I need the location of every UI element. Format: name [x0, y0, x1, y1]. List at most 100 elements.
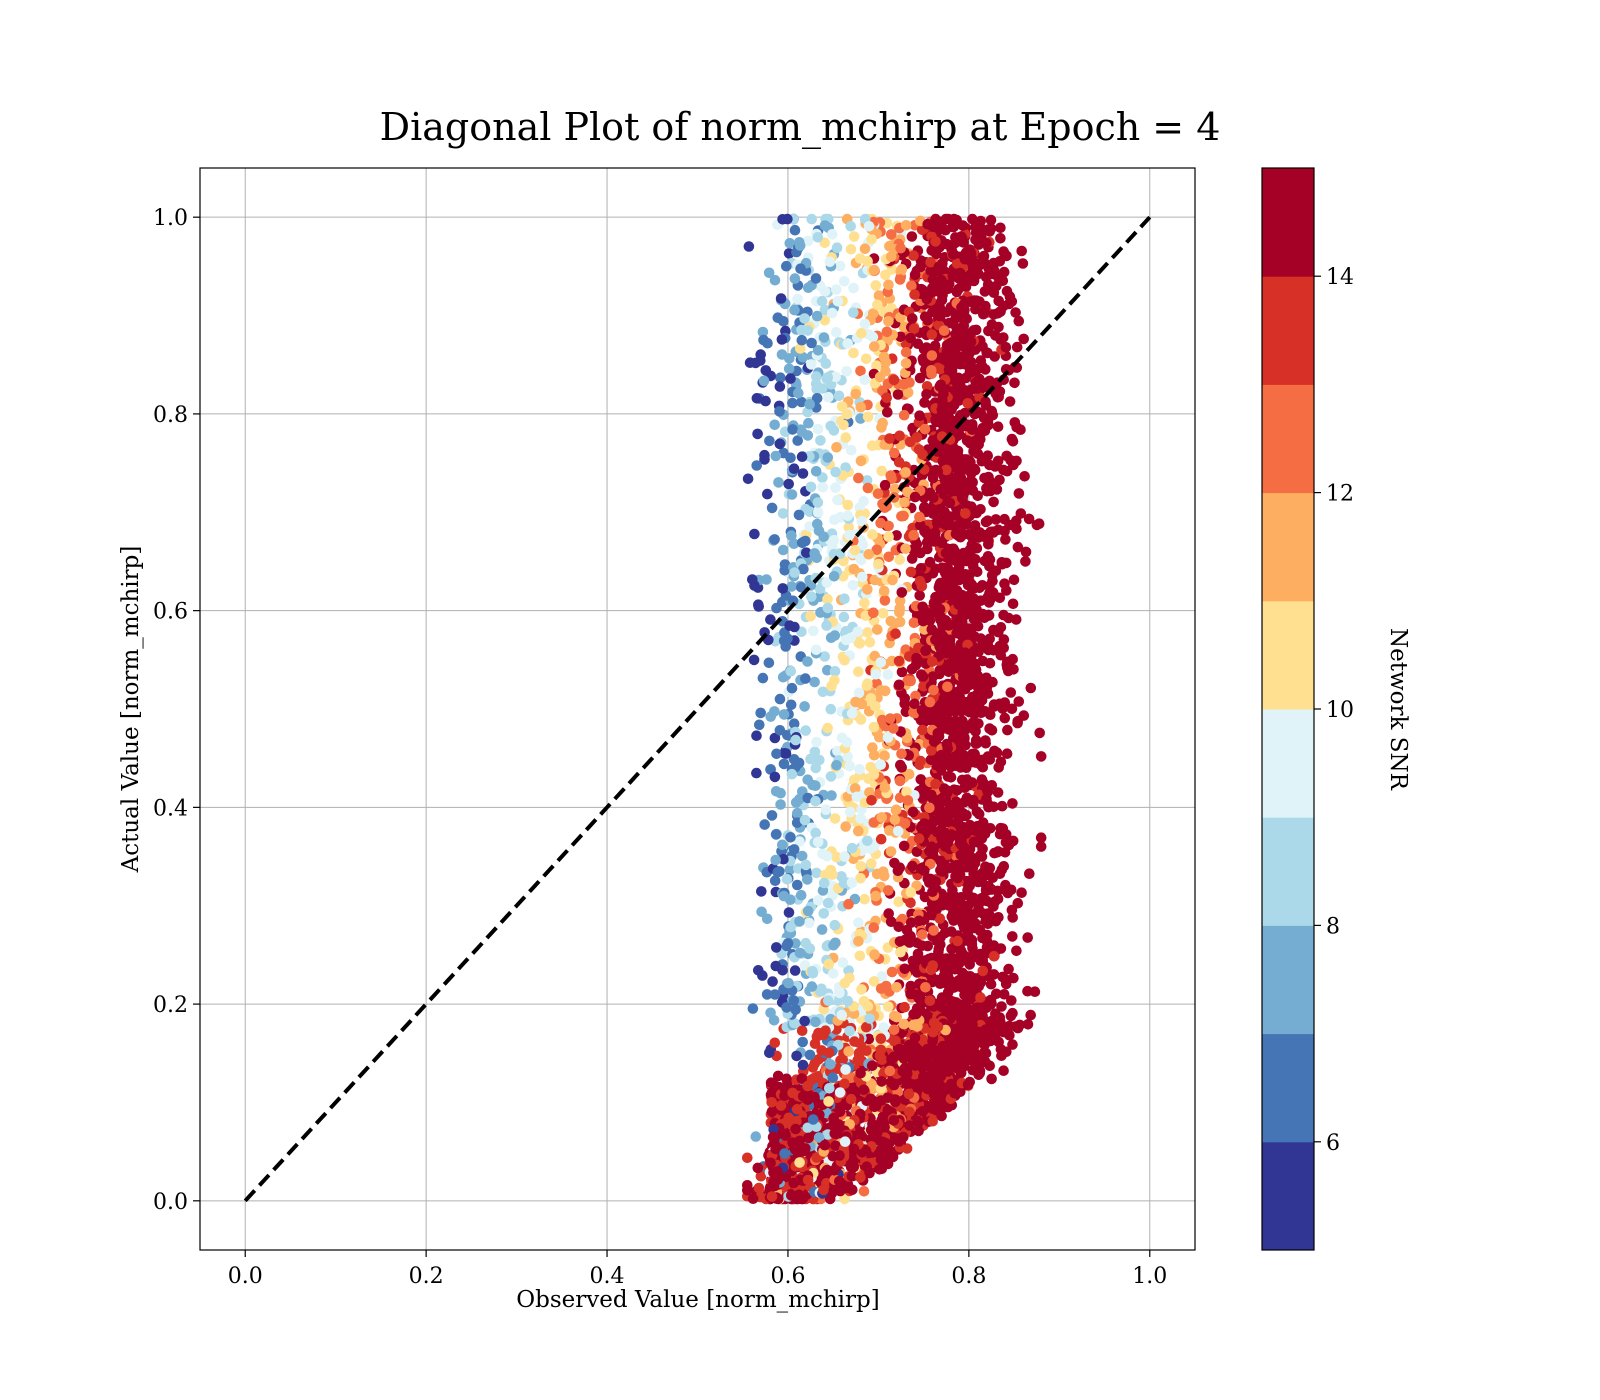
scatter-point: [868, 264, 880, 276]
scatter-point: [954, 869, 966, 880]
scatter-point: [899, 818, 911, 829]
scatter-point: [1010, 307, 1021, 318]
scatter-point: [880, 357, 892, 368]
scatter-point: [941, 238, 953, 250]
scatter-point: [781, 873, 793, 885]
scatter-point: [844, 760, 855, 772]
scatter-point: [950, 796, 962, 808]
scatter-point: [910, 690, 921, 702]
scatter-point: [957, 492, 968, 504]
scatter-point: [818, 1029, 829, 1041]
scatter-point: [788, 538, 800, 549]
scatter-point: [790, 734, 801, 746]
scatter-point: [785, 452, 796, 464]
scatter-point: [804, 943, 816, 954]
scatter-point: [828, 968, 839, 979]
scatter-point: [884, 713, 896, 724]
scatter-point: [796, 537, 808, 549]
scatter-point: [898, 321, 910, 333]
scatter-point: [787, 397, 798, 409]
scatter-point: [880, 1138, 892, 1149]
scatter-point: [927, 886, 938, 897]
scatter-point: [909, 698, 920, 710]
scatter-point: [854, 638, 866, 649]
scatter-point: [1013, 488, 1025, 499]
scatter-point: [967, 748, 978, 760]
scatter-point: [788, 463, 800, 475]
scatter-point: [976, 774, 988, 785]
scatter-point: [796, 582, 807, 593]
scatter-point: [915, 774, 927, 785]
scatter-point: [825, 1059, 836, 1070]
scatter-point: [908, 529, 919, 541]
scatter-point: [854, 764, 865, 775]
scatter-point: [981, 883, 992, 895]
scatter-point: [982, 785, 993, 797]
scatter-point: [820, 804, 832, 815]
scatter-point: [742, 1152, 753, 1164]
scatter-point: [747, 1193, 759, 1204]
scatter-point: [802, 235, 814, 247]
scatter-point: [953, 453, 964, 464]
scatter-point: [812, 895, 824, 906]
scatter-point: [761, 574, 772, 585]
scatter-point: [975, 992, 986, 1003]
scatter-point: [855, 873, 866, 884]
scatter-point: [785, 894, 796, 905]
scatter-point: [878, 1022, 889, 1033]
scatter-point: [924, 802, 935, 814]
scatter-point: [945, 772, 957, 783]
scatter-point: [830, 1140, 841, 1152]
scatter-point: [876, 971, 888, 982]
scatter-point: [995, 222, 1006, 234]
scatter-point: [896, 748, 907, 760]
scatter-point: [812, 497, 824, 508]
scatter-point: [900, 467, 911, 478]
scatter-point: [756, 906, 767, 918]
scatter-point: [856, 698, 868, 710]
scatter-point: [777, 544, 789, 556]
scatter-point: [803, 417, 814, 429]
scatter-point: [777, 839, 788, 851]
scatter-point: [932, 466, 944, 477]
scatter-point: [814, 754, 825, 766]
scatter-point: [914, 511, 925, 523]
scatter-point: [816, 924, 828, 935]
scatter-point: [861, 680, 873, 691]
scatter-point: [772, 1070, 784, 1082]
scatter-point: [766, 502, 778, 514]
scatter-point: [863, 549, 874, 560]
scatter-point: [951, 258, 963, 269]
scatter-point: [1001, 1046, 1012, 1058]
scatter-point: [811, 393, 823, 404]
scatter-point: [822, 897, 834, 909]
scatter-point: [857, 571, 868, 583]
scatter-point: [855, 813, 866, 824]
scatter-point: [928, 736, 940, 747]
scatter-point: [772, 866, 783, 878]
scatter-point: [875, 833, 887, 845]
scatter-point: [854, 950, 866, 962]
scatter-point: [743, 241, 755, 252]
scatter-point: [969, 658, 981, 670]
scatter-point: [968, 836, 980, 848]
scatter-point: [872, 488, 884, 500]
scatter-point: [824, 1193, 836, 1205]
scatter-point: [998, 246, 1009, 257]
scatter-point: [810, 378, 822, 390]
scatter-point: [998, 300, 1009, 312]
scatter-point: [799, 701, 810, 712]
scatter-point: [896, 587, 908, 598]
scatter-point: [1002, 724, 1013, 736]
scatter-point: [895, 242, 906, 254]
scatter-point: [1000, 978, 1012, 990]
scatter-point: [913, 915, 925, 927]
scatter-point: [905, 897, 916, 909]
scatter-point: [921, 389, 932, 400]
scatter-point: [742, 1180, 753, 1191]
scatter-point: [778, 853, 789, 865]
scatter-point: [862, 584, 873, 595]
scatter-point: [953, 574, 965, 586]
scatter-point: [916, 929, 928, 940]
scatter-point: [889, 618, 900, 629]
